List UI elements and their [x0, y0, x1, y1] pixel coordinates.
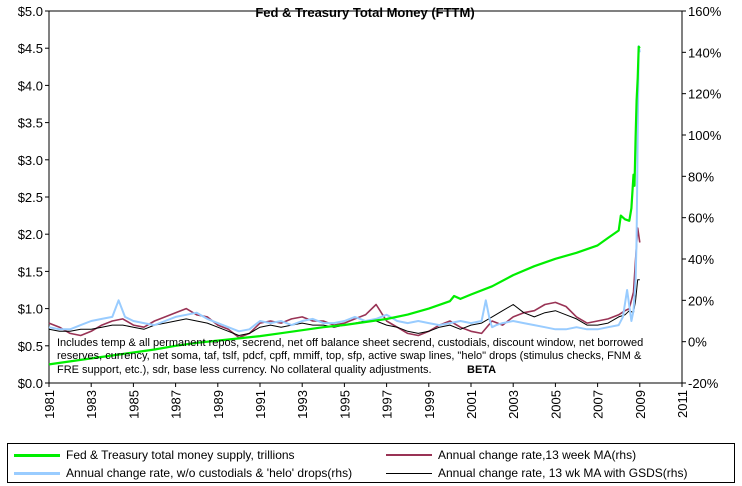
x-tick-label: 2007 — [591, 390, 606, 419]
right-tick-label: 80% — [688, 169, 714, 184]
x-tick-label: 1997 — [380, 390, 395, 419]
x-tick-label: 2005 — [548, 390, 563, 419]
series-line-0 — [48, 45, 641, 366]
x-tick-label: 2011 — [675, 390, 690, 418]
x-tick-label: 1999 — [422, 390, 437, 419]
right-tick-label: 0% — [688, 335, 707, 350]
left-tick-label: $3.0 — [18, 153, 43, 168]
legend-item-fttm: Fed & Treasury total money supply, trill… — [14, 446, 295, 464]
x-tick-label: 2001 — [464, 390, 479, 419]
legend-swatch-gsds — [386, 472, 432, 474]
annotation-line-2: reserves, currency, net soma, taf, tslf,… — [57, 350, 642, 362]
left-tick-label: $1.5 — [18, 264, 43, 279]
x-tick-label: 1995 — [337, 390, 352, 419]
left-tick-label: $0.0 — [18, 376, 43, 391]
annotation-line-1: Includes temp & all permanent repos, sec… — [57, 337, 643, 349]
series-line-1 — [48, 227, 641, 339]
left-tick-label: $1.0 — [18, 302, 43, 317]
chart-title: Fed & Treasury Total Money (FTTM) — [255, 5, 474, 20]
x-tick-label: 1991 — [253, 390, 268, 419]
right-tick-label: 160% — [688, 4, 722, 19]
left-axis-ticks: $0.0 $0.5 $1.0 $1.5 $2.0 $2.5 $3.0 $3.5 $4.0 $4.5… — [18, 4, 49, 391]
legend-swatch-no-custodials — [14, 471, 60, 475]
left-tick-label: $2.0 — [18, 227, 43, 242]
legend-label-fttm: Fed & Treasury total money supply, trill… — [66, 448, 295, 462]
right-tick-label: -20% — [688, 376, 719, 391]
legend-label-gsds: Annual change rate, 13 wk MA with GSDS(r… — [438, 466, 688, 480]
legend-item-no-custodials: Annual change rate, w/o custodials & 'he… — [14, 464, 352, 482]
right-axis-ticks: -20% 0% 20% 40% 60% 80% 100% 120% 140% 160% — [682, 4, 722, 391]
right-tick-label: 140% — [688, 45, 722, 60]
fttm-chart: Fed & Treasury Total Money (FTTM) $0.0$0… — [18, 4, 722, 419]
x-tick-label: 1987 — [169, 390, 184, 419]
legend-swatch-fttm — [14, 453, 60, 457]
legend-label-13wk: Annual change rate,13 week MA(rhs) — [438, 448, 637, 462]
x-tick-label: 1985 — [126, 390, 141, 419]
left-tick-label: $0.5 — [18, 339, 43, 354]
x-axis-ticks: 1981 1983 1985 1987 1989 1991 1993 1995 1997 1999… — [42, 383, 690, 419]
right-tick-label: 120% — [688, 87, 722, 102]
annotation-note: Includes temp & all permanent repos, sec… — [57, 337, 643, 376]
x-tick-label: 1981 — [42, 390, 57, 419]
right-tick-label: 60% — [688, 211, 714, 226]
x-tick-label: 2009 — [633, 390, 648, 419]
x-tick-label: 1993 — [295, 390, 310, 419]
annotation-beta: BETA — [467, 364, 496, 376]
left-tick-label: $2.5 — [18, 190, 43, 205]
annotation-line-3: FRE support, etc.), sdr, base less curre… — [57, 364, 432, 376]
legend-item-13wk: Annual change rate,13 week MA(rhs) — [386, 446, 636, 464]
legend-label-no-custodials: Annual change rate, w/o custodials & 'he… — [66, 466, 353, 480]
left-tick-label: $4.5 — [18, 41, 43, 56]
left-tick-label: $4.0 — [18, 78, 43, 93]
right-tick-label: 40% — [688, 252, 714, 267]
left-tick-label: $5.0 — [18, 4, 43, 19]
series-lines — [48, 45, 641, 366]
right-tick-label: 20% — [688, 293, 714, 308]
left-tick-label: $3.5 — [18, 116, 43, 131]
legend-swatch-13wk — [386, 454, 432, 456]
x-tick-label: 2003 — [506, 390, 521, 419]
legend-item-gsds: Annual change rate, 13 wk MA with GSDS(r… — [386, 464, 687, 482]
legend: Fed & Treasury total money supply, trill… — [7, 443, 735, 483]
x-tick-label: 1989 — [211, 390, 226, 419]
x-tick-label: 1983 — [84, 390, 99, 419]
right-tick-label: 100% — [688, 128, 722, 143]
